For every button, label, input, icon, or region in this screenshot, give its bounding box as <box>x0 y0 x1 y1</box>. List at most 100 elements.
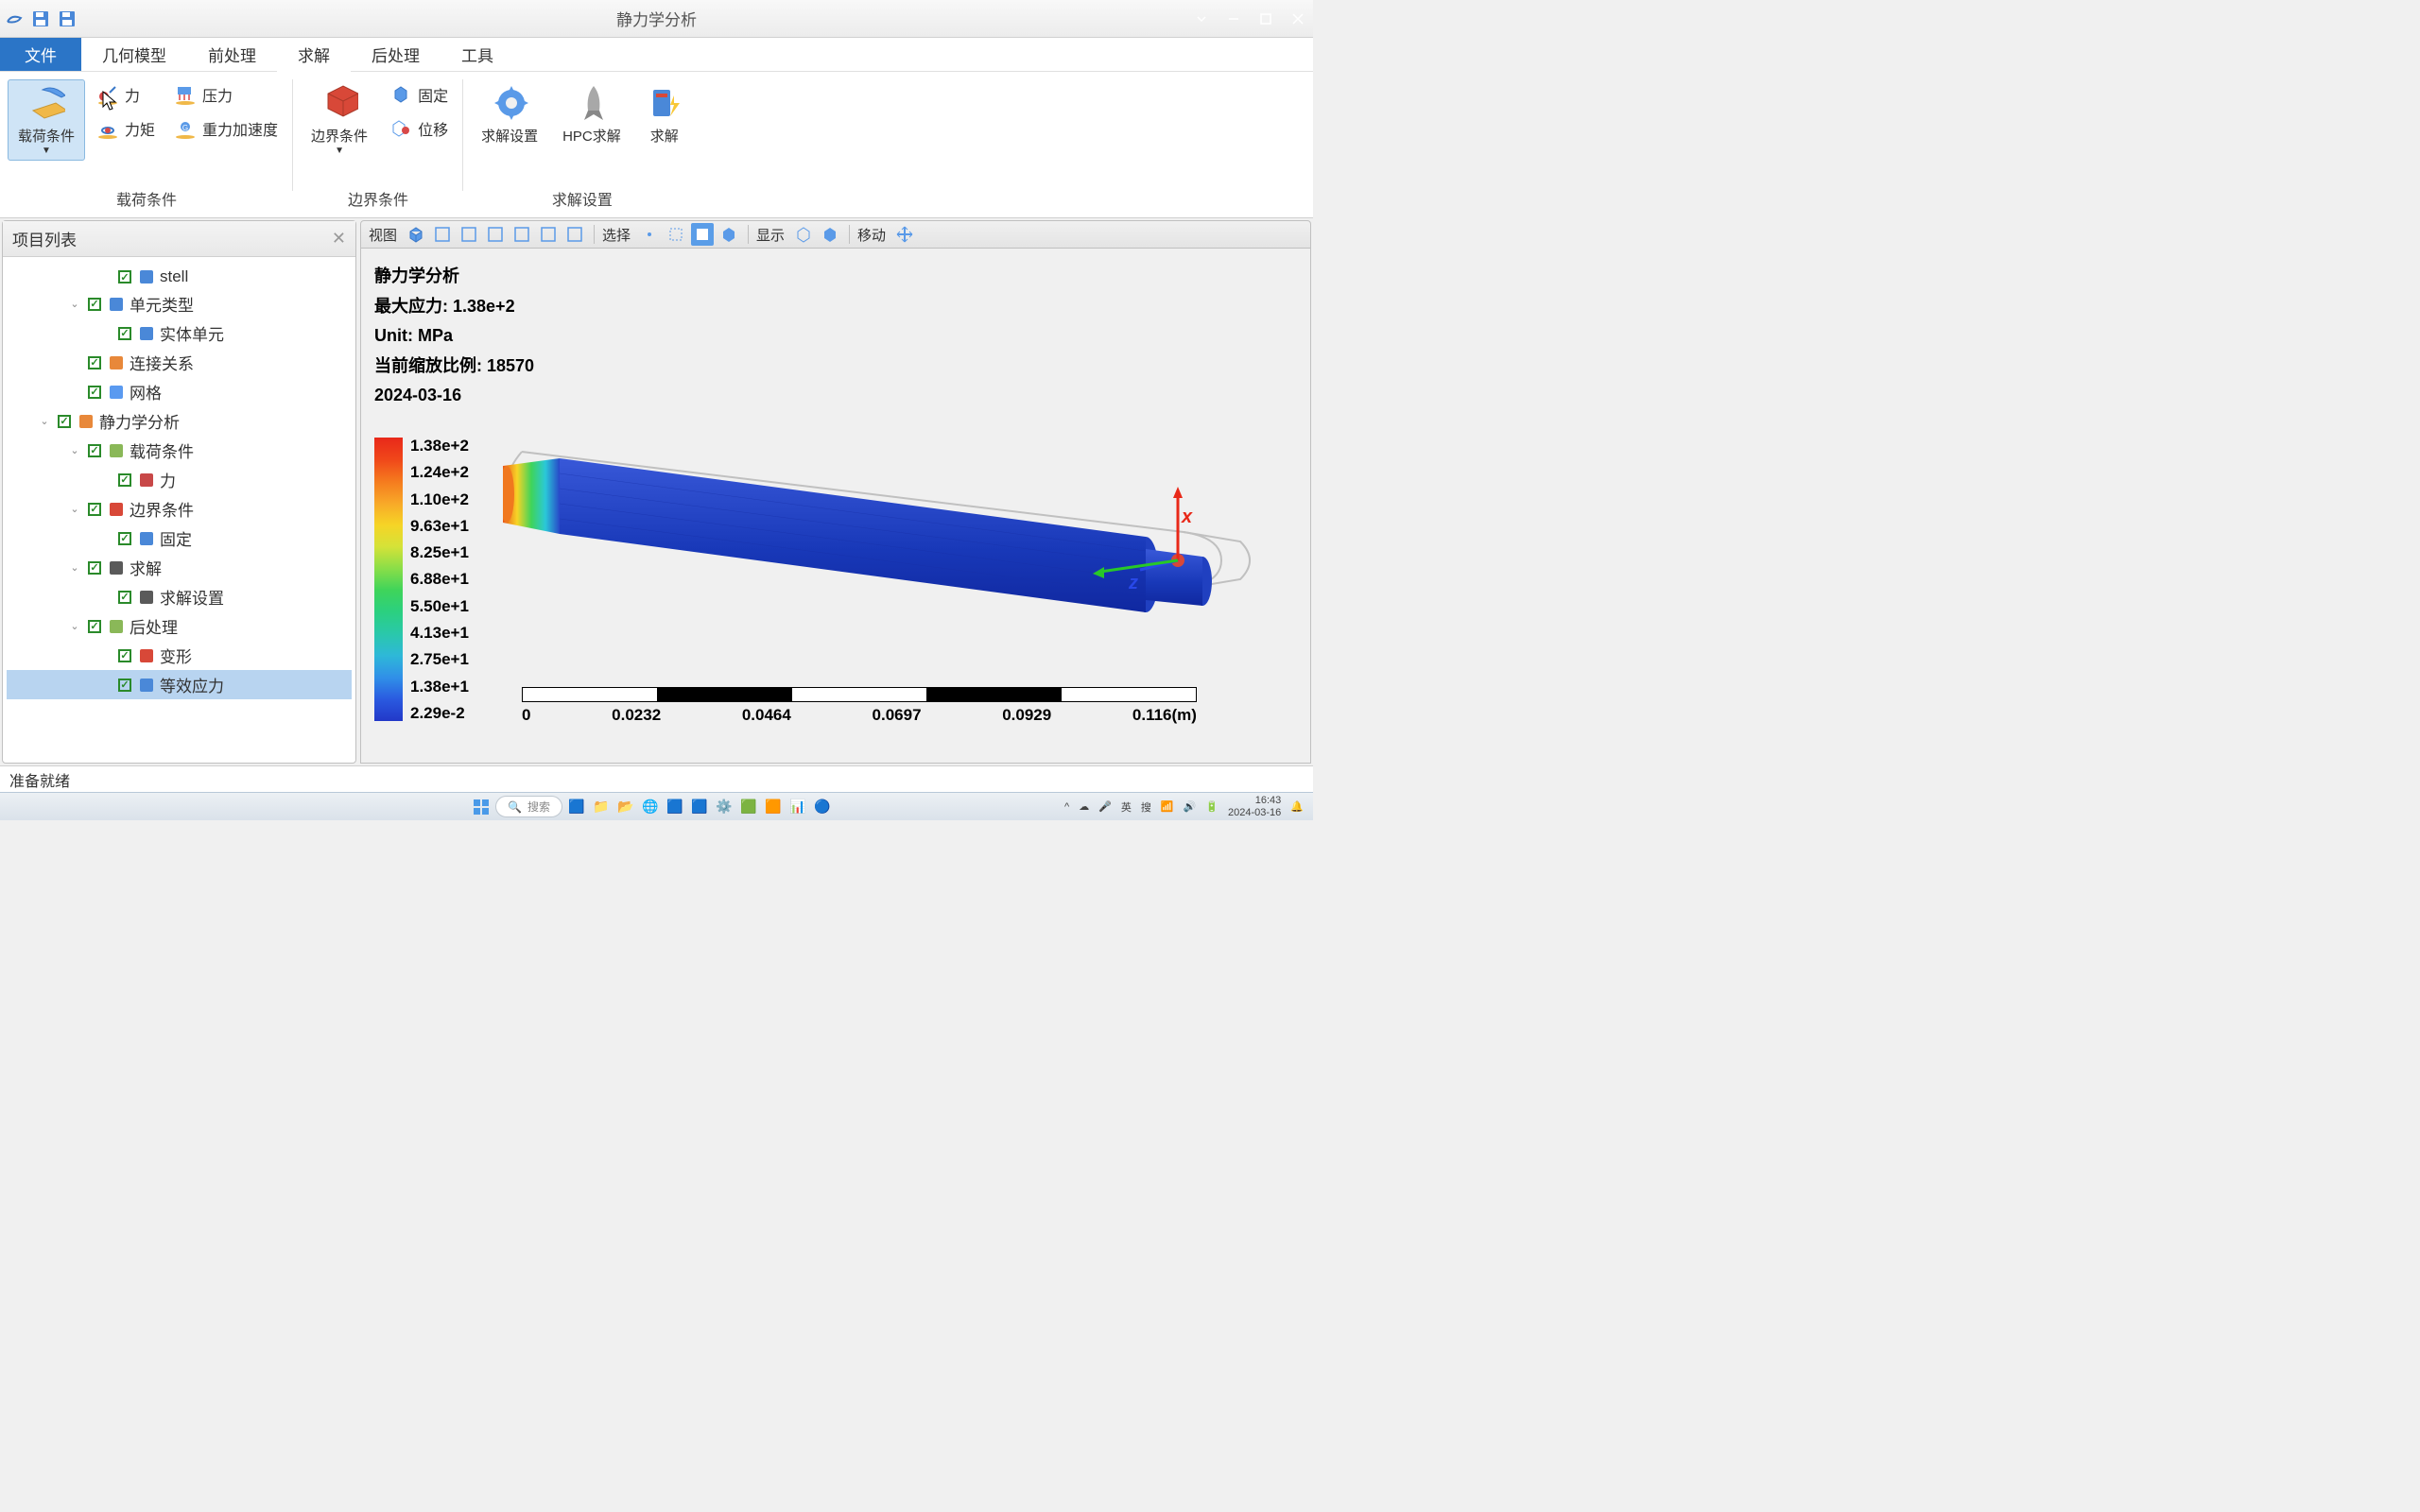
view-iso-icon[interactable] <box>405 223 427 246</box>
checkbox[interactable]: ✓ <box>118 473 131 487</box>
close-button[interactable] <box>1290 11 1305 26</box>
checkbox[interactable]: ✓ <box>118 591 131 604</box>
select-box-icon[interactable] <box>665 223 687 246</box>
tray-notification-icon[interactable]: 🔔 <box>1290 800 1304 813</box>
tree-item[interactable]: ✓求解设置 <box>7 582 352 611</box>
view-back-icon[interactable] <box>458 223 480 246</box>
select-body-icon[interactable] <box>717 223 740 246</box>
task-widgets-icon[interactable]: 🟦 <box>566 797 587 817</box>
torque-button[interactable]: 力矩 <box>89 113 163 144</box>
select-point-icon[interactable] <box>638 223 661 246</box>
tree-item[interactable]: ⌄✓静力学分析 <box>7 406 352 436</box>
checkbox[interactable]: ✓ <box>88 561 101 575</box>
taskbar-search[interactable]: 🔍 搜索 <box>495 796 562 817</box>
collapse-button[interactable] <box>1194 11 1209 26</box>
expand-icon[interactable]: ⌄ <box>37 415 52 427</box>
hpc-solve-button[interactable]: HPC求解 <box>552 79 631 150</box>
checkbox[interactable]: ✓ <box>118 679 131 692</box>
minimize-button[interactable] <box>1226 11 1241 26</box>
tree-item[interactable]: ✓连接关系 <box>7 348 352 377</box>
checkbox[interactable]: ✓ <box>118 649 131 662</box>
view-front-icon[interactable] <box>431 223 454 246</box>
select-face-icon[interactable] <box>691 223 714 246</box>
pressure-button[interactable]: 压力 <box>166 79 285 110</box>
tree-item[interactable]: ✓网格 <box>7 377 352 406</box>
expand-icon[interactable]: ⌄ <box>67 298 82 310</box>
viewport-3d[interactable]: 静力学分析 最大应力: 1.38e+2 Unit: MPa 当前缩放比例: 18… <box>360 249 1311 764</box>
view-top-icon[interactable] <box>537 223 560 246</box>
gravity-button[interactable]: G 重力加速度 <box>166 113 285 144</box>
tray-datetime[interactable]: 16:43 2024-03-16 <box>1228 795 1281 817</box>
fixed-button[interactable]: 固定 <box>382 79 456 110</box>
task-app7-icon[interactable]: 📊 <box>787 797 808 817</box>
menu-solve[interactable]: 求解 <box>277 38 351 71</box>
menu-file[interactable]: 文件 <box>0 38 81 71</box>
tree-item[interactable]: ✓固定 <box>7 524 352 553</box>
menu-geometry[interactable]: 几何模型 <box>81 38 187 71</box>
task-app1-icon[interactable]: 📁 <box>591 797 612 817</box>
move-icon[interactable] <box>893 223 916 246</box>
menu-preprocess[interactable]: 前处理 <box>187 38 277 71</box>
qa-save-icon[interactable] <box>30 9 51 29</box>
checkbox[interactable]: ✓ <box>118 270 131 284</box>
app-logo-icon[interactable] <box>4 9 25 29</box>
tree-item[interactable]: ⌄✓求解 <box>7 553 352 582</box>
force-button[interactable]: 力 <box>89 79 163 110</box>
expand-icon[interactable]: ⌄ <box>67 561 82 574</box>
tree-item[interactable]: ✓stell <box>7 265 352 289</box>
tray-chevron-icon[interactable]: ^ <box>1064 801 1069 813</box>
checkbox[interactable]: ✓ <box>88 298 101 311</box>
tree-item[interactable]: ✓实体单元 <box>7 318 352 348</box>
task-app5-icon[interactable]: 🟩 <box>738 797 759 817</box>
boundary-conditions-button[interactable]: 边界条件 ▼ <box>301 79 378 161</box>
menu-tools[interactable]: 工具 <box>441 38 514 71</box>
checkbox[interactable]: ✓ <box>118 532 131 545</box>
display-shaded-icon[interactable] <box>819 223 841 246</box>
tray-ime-method[interactable]: 搜 <box>1141 799 1151 815</box>
checkbox[interactable]: ✓ <box>88 444 101 457</box>
solve-settings-button[interactable]: 求解设置 <box>471 79 548 150</box>
project-tree[interactable]: ✓stell⌄✓单元类型✓实体单元✓连接关系✓网格⌄✓静力学分析⌄✓载荷条件✓力… <box>3 257 355 763</box>
checkbox[interactable]: ✓ <box>88 503 101 516</box>
qa-saveall-icon[interactable] <box>57 9 78 29</box>
solve-button[interactable]: 求解 <box>635 79 694 150</box>
tray-ime-lang[interactable]: 英 <box>1121 799 1132 815</box>
checkbox[interactable]: ✓ <box>88 356 101 369</box>
task-app8-icon[interactable]: 🔵 <box>812 797 833 817</box>
tray-volume-icon[interactable]: 🔊 <box>1184 800 1197 813</box>
panel-close-button[interactable]: ✕ <box>332 229 346 249</box>
tray-wifi-icon[interactable]: 📶 <box>1161 800 1174 813</box>
expand-icon[interactable]: ⌄ <box>67 503 82 515</box>
view-right-icon[interactable] <box>510 223 533 246</box>
task-app3-icon[interactable]: 🟦 <box>689 797 710 817</box>
checkbox[interactable]: ✓ <box>118 327 131 340</box>
task-app4-icon[interactable]: ⚙️ <box>714 797 735 817</box>
display-wireframe-icon[interactable] <box>792 223 815 246</box>
displacement-button[interactable]: 位移 <box>382 113 456 144</box>
task-edge-icon[interactable]: 🌐 <box>640 797 661 817</box>
expand-icon[interactable]: ⌄ <box>67 444 82 456</box>
tree-item[interactable]: ✓等效应力 <box>7 670 352 699</box>
maximize-button[interactable] <box>1258 11 1273 26</box>
view-left-icon[interactable] <box>484 223 507 246</box>
tree-item[interactable]: ⌄✓单元类型 <box>7 289 352 318</box>
start-button[interactable] <box>471 797 492 817</box>
tree-item[interactable]: ✓力 <box>7 465 352 494</box>
view-bottom-icon[interactable] <box>563 223 586 246</box>
task-app2-icon[interactable]: 🟦 <box>665 797 685 817</box>
checkbox[interactable]: ✓ <box>58 415 71 428</box>
menu-postprocess[interactable]: 后处理 <box>351 38 441 71</box>
tree-item[interactable]: ⌄✓边界条件 <box>7 494 352 524</box>
tray-mic-icon[interactable]: 🎤 <box>1098 800 1112 813</box>
tree-item[interactable]: ✓变形 <box>7 641 352 670</box>
tree-item[interactable]: ⌄✓载荷条件 <box>7 436 352 465</box>
tray-onedrive-icon[interactable]: ☁ <box>1079 800 1089 813</box>
checkbox[interactable]: ✓ <box>88 620 101 633</box>
task-app6-icon[interactable]: 🟧 <box>763 797 784 817</box>
tree-item[interactable]: ⌄✓后处理 <box>7 611 352 641</box>
tray-battery-icon[interactable]: 🔋 <box>1205 800 1219 813</box>
load-conditions-button[interactable]: 载荷条件 ▼ <box>8 79 85 161</box>
checkbox[interactable]: ✓ <box>88 386 101 399</box>
task-explorer-icon[interactable]: 📂 <box>615 797 636 817</box>
expand-icon[interactable]: ⌄ <box>67 620 82 632</box>
